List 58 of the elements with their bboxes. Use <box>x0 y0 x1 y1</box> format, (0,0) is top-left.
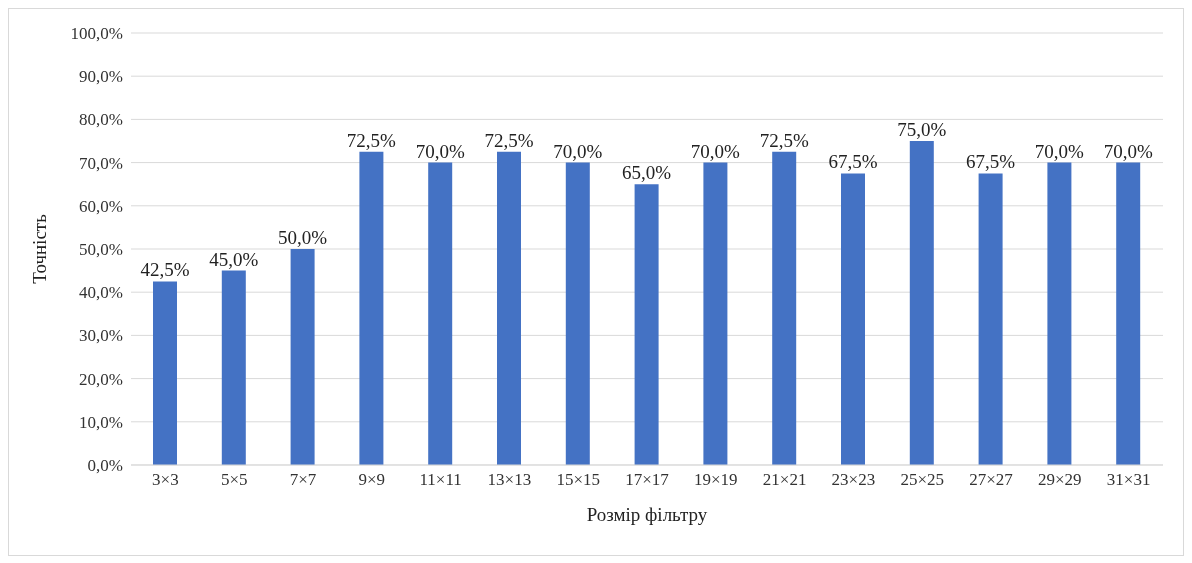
x-tick-label: 15×15 <box>556 470 600 490</box>
y-tick-label: 20,0% <box>79 369 123 389</box>
x-tick-label: 23×23 <box>831 470 876 490</box>
y-axis-title: Точність <box>28 213 50 284</box>
data-label: 72,5% <box>346 129 397 151</box>
x-tick-label: 31×31 <box>1106 470 1151 490</box>
y-tick-label: 0,0% <box>87 456 123 476</box>
data-label: 50,0% <box>278 227 328 248</box>
data-label: 70,0% <box>1034 140 1085 162</box>
x-axis-title: Розмір фільтру <box>586 504 708 525</box>
bar <box>428 162 453 465</box>
data-label: 70,0% <box>553 140 603 162</box>
x-tick-label: 7×7 <box>289 470 317 490</box>
bar <box>565 162 590 465</box>
data-label: 75,0% <box>897 119 947 140</box>
x-tick-label: 3×3 <box>152 470 179 490</box>
bar <box>909 141 934 465</box>
data-label: 70,0% <box>690 140 741 162</box>
bar <box>153 281 177 465</box>
bar <box>221 270 246 465</box>
y-tick-label: 60,0% <box>79 196 123 216</box>
bar <box>772 151 797 465</box>
x-tick-label: 11×11 <box>419 470 462 490</box>
bar <box>359 151 384 465</box>
bar <box>290 249 315 465</box>
bar <box>978 173 1003 465</box>
y-tick-label: 100,0% <box>70 24 123 44</box>
x-tick-label: 17×17 <box>625 470 670 490</box>
bar <box>634 184 659 465</box>
x-tick-label: 27×27 <box>969 470 1014 490</box>
x-tick-label: 21×21 <box>762 470 807 490</box>
bar <box>841 173 865 465</box>
bar <box>703 162 728 465</box>
y-tick-label: 70,0% <box>79 153 123 173</box>
x-tick-label: 29×29 <box>1038 470 1082 490</box>
y-tick-label: 10,0% <box>79 412 123 432</box>
bar <box>1047 162 1072 465</box>
y-tick-label: 40,0% <box>79 283 123 303</box>
bar <box>497 151 521 465</box>
data-label: 67,5% <box>966 151 1016 173</box>
data-label: 45,0% <box>209 248 259 270</box>
data-label: 67,5% <box>828 151 878 173</box>
data-label: 42,5% <box>140 259 190 281</box>
x-tick-label: 5×5 <box>220 470 248 490</box>
x-tick-label: 13×13 <box>487 470 532 490</box>
data-label: 72,5% <box>759 129 809 151</box>
x-tick-label: 19×19 <box>694 470 738 490</box>
data-label: 72,5% <box>484 129 534 151</box>
y-tick-label: 90,0% <box>79 67 123 87</box>
y-tick-label: 80,0% <box>79 110 123 130</box>
bar <box>1116 162 1141 465</box>
x-tick-label: 25×25 <box>900 470 944 490</box>
data-label: 65,0% <box>622 162 672 184</box>
y-tick-label: 50,0% <box>79 240 123 260</box>
data-label: 70,0% <box>1103 140 1153 162</box>
y-tick-label: 30,0% <box>79 326 123 346</box>
data-label: 70,0% <box>415 140 465 162</box>
x-tick-label: 9×9 <box>358 470 386 490</box>
